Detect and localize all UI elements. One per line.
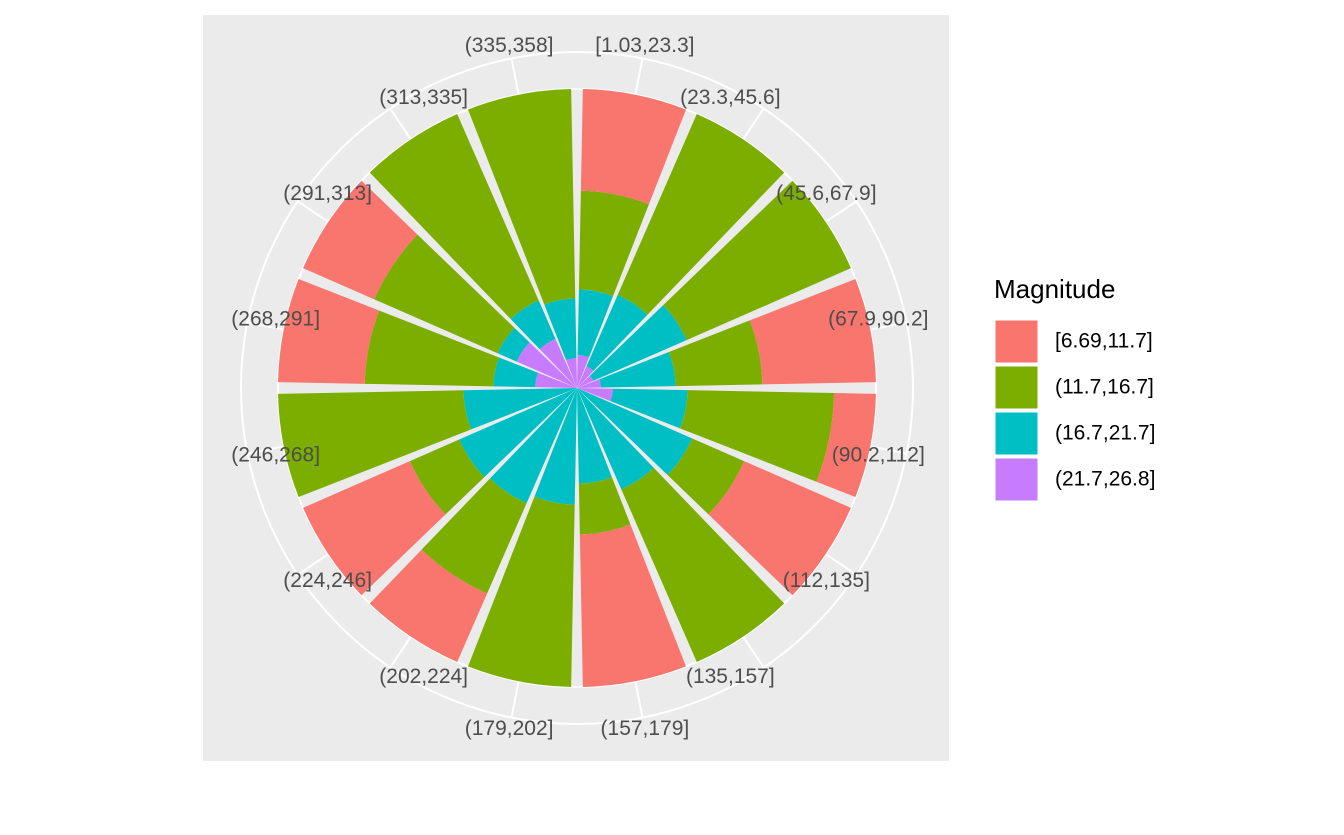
grid-circle <box>277 88 877 688</box>
category-label: (202,224] <box>379 665 468 688</box>
bar-segment <box>577 366 594 388</box>
legend-label: (21.7,26.8] <box>1055 468 1155 491</box>
bar-segment <box>463 388 577 430</box>
bar-segment <box>303 180 418 300</box>
legend-key <box>994 365 1039 410</box>
category-label: (268,291] <box>231 308 320 331</box>
bar-segment <box>621 467 785 662</box>
category-label: (90.2,112] <box>832 443 925 466</box>
bar-segment <box>589 305 687 381</box>
category-label: (335,358] <box>465 34 554 57</box>
bar-segment <box>539 338 577 388</box>
bar-segment <box>668 320 763 387</box>
legend-label: (11.7,16.7] <box>1055 376 1154 399</box>
bar-segment <box>459 388 577 478</box>
bar-segment <box>577 379 601 388</box>
category-label: (224,246] <box>283 569 372 592</box>
bar-segment <box>303 461 446 596</box>
bar-segment <box>610 388 688 429</box>
bar-segment <box>578 190 649 297</box>
bar-segment <box>599 352 676 388</box>
category-label: (23.3,45.6] <box>680 86 780 109</box>
bar-segment <box>510 300 556 350</box>
category-label: (246,268] <box>231 443 320 466</box>
bar-segment <box>816 393 876 497</box>
bar-segment <box>578 477 631 535</box>
bar-segment <box>369 114 539 320</box>
bar-segment <box>409 439 485 515</box>
category-label: (291,313] <box>283 182 372 205</box>
bar-segment <box>708 461 851 596</box>
bar-segment <box>535 372 577 388</box>
legend-title: Magnitude <box>994 274 1115 304</box>
category-label: (135,157] <box>686 665 775 688</box>
bars <box>278 89 876 687</box>
bar-segment <box>663 180 851 341</box>
legend: [6.69,11.7] (11.7,16.7] (16.7,21.7] (21.7,2… <box>994 319 1155 502</box>
bar-segment <box>749 279 876 385</box>
grid-circle <box>240 51 914 725</box>
bar-segment <box>544 298 577 361</box>
bar-segment <box>680 390 835 482</box>
bar-segment <box>364 310 500 387</box>
legend-key <box>994 411 1039 456</box>
legend-label: (16.7,21.7] <box>1055 422 1155 445</box>
bar-segment <box>497 327 530 362</box>
bar-segment <box>468 89 576 305</box>
bar-segment <box>586 294 648 371</box>
bar-segment <box>421 478 527 594</box>
bar-segment <box>493 357 539 388</box>
bar-segment <box>577 355 589 388</box>
bar-segment <box>566 358 577 388</box>
legend-label: [6.69,11.7] <box>1055 330 1153 353</box>
bar-segment <box>278 279 380 384</box>
category-label: (112,135] <box>783 569 870 592</box>
legend-key <box>994 319 1039 364</box>
bar-segment <box>374 234 515 354</box>
category-label: (313,335] <box>379 86 468 109</box>
bar-segment <box>489 388 577 504</box>
bar-segment <box>577 388 693 476</box>
bar-segment <box>516 342 577 388</box>
bar-segment <box>468 496 575 687</box>
bar-segment <box>617 114 785 315</box>
bar-segment <box>579 524 686 687</box>
bar-segment <box>369 549 488 662</box>
bar-segment <box>577 289 613 358</box>
bar-segment <box>577 375 594 388</box>
category-label: (67.9,90.2] <box>828 308 928 331</box>
bar-segment <box>577 388 612 484</box>
bar-segment <box>577 388 613 402</box>
category-labels: [1.03,23.3] (23.3,45.6] (45.6,67.9] (67.9,9… <box>231 34 928 740</box>
bar-segment <box>580 89 686 205</box>
bar-segment <box>278 390 472 497</box>
bar-segment <box>667 438 745 515</box>
category-label: (45.6,67.9] <box>776 182 876 205</box>
bar-segment <box>577 388 654 490</box>
bar-segment <box>534 388 577 505</box>
category-label: (157,179] <box>601 717 690 740</box>
category-label: (179,202] <box>465 717 554 740</box>
legend-key <box>994 457 1039 502</box>
category-label: [1.03,23.3] <box>595 34 694 57</box>
